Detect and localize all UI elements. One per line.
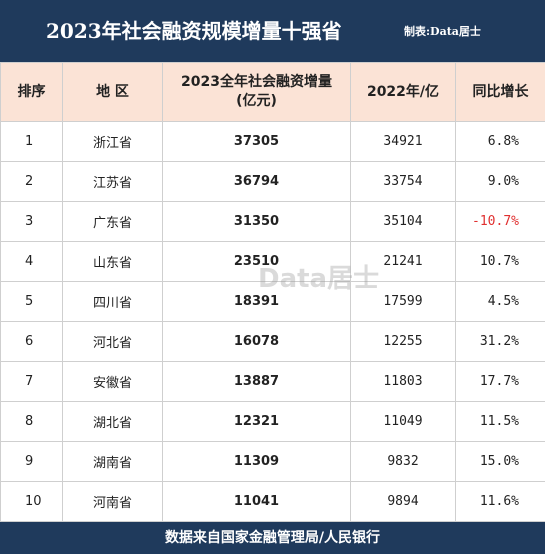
table-row: 8 湖北省 12321 11049 11.5% xyxy=(0,401,545,442)
table-cell: 6.8% xyxy=(455,121,545,162)
table-cell: 9.0% xyxy=(455,161,545,202)
table-cell: 18391 xyxy=(162,281,351,322)
table-cell: 4 xyxy=(0,241,63,282)
table-row: 3 广东省 31350 35104 -10.7% xyxy=(0,201,545,242)
table-cell: 11309 xyxy=(162,441,351,482)
table-cell: 36794 xyxy=(162,161,351,202)
table-cell: 5 xyxy=(0,281,63,322)
table-cell: 17599 xyxy=(350,281,456,322)
table-row: 6 河北省 16078 12255 31.2% xyxy=(0,321,545,362)
table-cell: 10.7% xyxy=(455,241,545,282)
table-cell: 31350 xyxy=(162,201,351,242)
table-cell: 9 xyxy=(0,441,63,482)
table-row: 2 江苏省 36794 33754 9.0% xyxy=(0,161,545,202)
table-cell: 37305 xyxy=(162,121,351,162)
table-cell: 河南省 xyxy=(62,481,163,522)
table-cell: 16078 xyxy=(162,321,351,362)
table-cell: 11.6% xyxy=(455,481,545,522)
header-row: 排序地 区 2023全年社会融资增量 (亿元) 2022年/亿 同比增长 xyxy=(0,62,545,122)
table-body: 1 浙江省 37305 34921 6.8% 2 江苏省 36794 33754 9.0% 3 广东省… xyxy=(0,121,545,522)
table-row: 10 河南省 11041 9894 11.6% xyxy=(0,481,545,522)
table-cell: 10 xyxy=(0,481,63,522)
table-cell: 33754 xyxy=(350,161,456,202)
table-cell: 浙江省 xyxy=(62,121,163,162)
table-cell: 17.7% xyxy=(455,361,545,402)
table-cell: 1 xyxy=(0,121,63,162)
credit: 制表:Data居士 xyxy=(404,25,481,38)
table-row: 4 山东省 23510 21241 10.7% xyxy=(0,241,545,282)
table-cell: 湖北省 xyxy=(62,401,163,442)
table-cell: 12255 xyxy=(350,321,456,362)
table-cell: 6 xyxy=(0,321,63,362)
table-cell: 21241 xyxy=(350,241,456,282)
table-cell: 9832 xyxy=(350,441,456,482)
table-cell: -10.7% xyxy=(455,201,545,242)
table-cell: 河北省 xyxy=(62,321,163,362)
table-cell: 35104 xyxy=(350,201,456,242)
column-header: 同比增长 xyxy=(455,62,545,122)
table-cell: 8 xyxy=(0,401,63,442)
table-cell: 11049 xyxy=(350,401,456,442)
table-cell: 7 xyxy=(0,361,63,402)
table-cell: 山东省 xyxy=(62,241,163,282)
table-cell: 34921 xyxy=(350,121,456,162)
table-cell: 湖南省 xyxy=(62,441,163,482)
table-cell: 9894 xyxy=(350,481,456,522)
table-cell: 23510 xyxy=(162,241,351,282)
table-cell: 安徽省 xyxy=(62,361,163,402)
table-cell: 4.5% xyxy=(455,281,545,322)
column-header: 地 区 xyxy=(62,62,163,122)
table-cell: 11041 xyxy=(162,481,351,522)
table-cell: 11803 xyxy=(350,361,456,402)
table-cell: 15.0% xyxy=(455,441,545,482)
table-row: 5 四川省 18391 17599 4.5% xyxy=(0,281,545,322)
column-header: 排序 xyxy=(0,62,63,122)
table-row: 7 安徽省 13887 11803 17.7% xyxy=(0,361,545,402)
column-header: 2023全年社会融资增量 (亿元) xyxy=(162,62,351,122)
table-row: 1 浙江省 37305 34921 6.8% xyxy=(0,121,545,162)
table-cell: 3 xyxy=(0,201,63,242)
table-cell: 13887 xyxy=(162,361,351,402)
table-cell: 广东省 xyxy=(62,201,163,242)
column-header: 2022年/亿 xyxy=(350,62,456,122)
table-cell: 12321 xyxy=(162,401,351,442)
title: 2023年社会融资规模增量十强省 xyxy=(46,19,342,43)
footer: 数据来自国家金融管理局/人民银行 xyxy=(0,522,545,554)
table-cell: 11.5% xyxy=(455,401,545,442)
watermark: Data居士 xyxy=(258,264,380,294)
table-cell: 江苏省 xyxy=(62,161,163,202)
table-cell: 31.2% xyxy=(455,321,545,362)
column-header-line: (亿元) xyxy=(236,93,277,109)
table-row: 9 湖南省 11309 9832 15.0% xyxy=(0,441,545,482)
table-cell: 四川省 xyxy=(62,281,163,322)
header: 2023年社会融资规模增量十强省 制表:Data居士 xyxy=(0,0,545,62)
table-cell: 2 xyxy=(0,161,63,202)
column-header-line: 2023全年社会融资增量 xyxy=(181,74,332,90)
table: 排序地 区 2023全年社会融资增量 (亿元) 2022年/亿 同比增长 1 浙江省 373… xyxy=(0,62,545,522)
